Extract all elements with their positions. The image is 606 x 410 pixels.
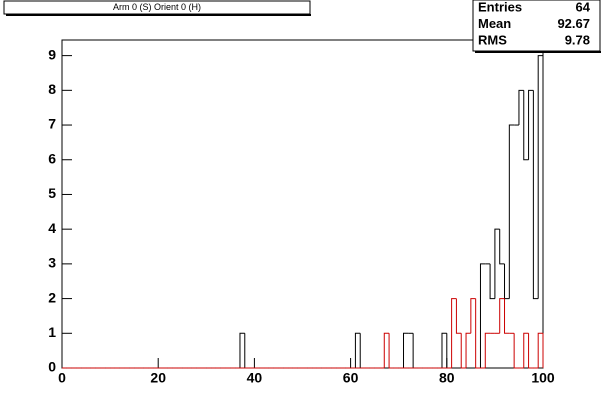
stats-box	[472, 0, 601, 52]
histogram-bin	[532, 90, 539, 300]
histogram-bin	[537, 55, 543, 299]
histogram-bin	[388, 333, 394, 369]
histogram-bin	[523, 90, 529, 161]
histogram-bin	[528, 89, 534, 160]
stats-label: Mean	[478, 16, 511, 31]
histogram-bin	[460, 333, 467, 369]
histogram-bin	[508, 124, 515, 299]
histogram-bin	[494, 228, 500, 299]
x-tick-label: 0	[58, 370, 66, 386]
histogram-bin	[383, 332, 390, 368]
x-tick-label: 60	[343, 370, 359, 386]
y-tick-label: 3	[48, 255, 56, 271]
histogram-bin	[470, 298, 476, 334]
histogram-bin	[537, 332, 543, 368]
x-tick-label: 100	[531, 370, 555, 386]
histogram-bin	[504, 298, 510, 334]
y-tick-label: 8	[48, 81, 56, 97]
y-tick-label: 6	[48, 150, 56, 166]
histogram-bin	[489, 263, 495, 300]
y-tick-label: 0	[48, 359, 56, 375]
x-tick-label: 80	[439, 370, 455, 386]
stats-value: 9.78	[565, 32, 590, 47]
histogram-bin	[523, 332, 529, 368]
histogram-bin	[239, 332, 245, 368]
y-tick-label: 1	[48, 324, 56, 340]
y-tick-label: 2	[48, 289, 56, 305]
histogram-bin	[354, 332, 361, 368]
histogram-bin	[403, 332, 409, 368]
histogram-bin	[513, 333, 519, 369]
histogram-bin	[499, 298, 505, 334]
histogram-bin	[499, 229, 505, 265]
histogram-bin	[475, 298, 481, 369]
histogram-bin	[465, 332, 471, 368]
y-tick-label: 9	[48, 46, 56, 62]
y-tick-label: 5	[48, 185, 56, 201]
x-tick-label: 40	[247, 370, 263, 386]
histogram-bin	[484, 332, 491, 368]
x-tick-label: 20	[150, 370, 166, 386]
chart-title: Arm 0 (S) Orient 0 (H)	[113, 2, 201, 12]
y-tick-label: 4	[48, 220, 56, 236]
histogram-bin	[518, 89, 524, 126]
histogram-bin	[479, 263, 486, 368]
histogram-bin	[528, 333, 534, 369]
stats-label: RMS	[478, 32, 507, 47]
histogram-bin	[451, 298, 457, 368]
stats-value: 92.67	[557, 16, 590, 31]
y-tick-label: 7	[48, 116, 56, 132]
stats-label: Entries	[478, 0, 522, 14]
stats-value: 64	[576, 0, 591, 14]
histogram-bin	[441, 332, 447, 368]
histogram-bin	[455, 298, 462, 334]
